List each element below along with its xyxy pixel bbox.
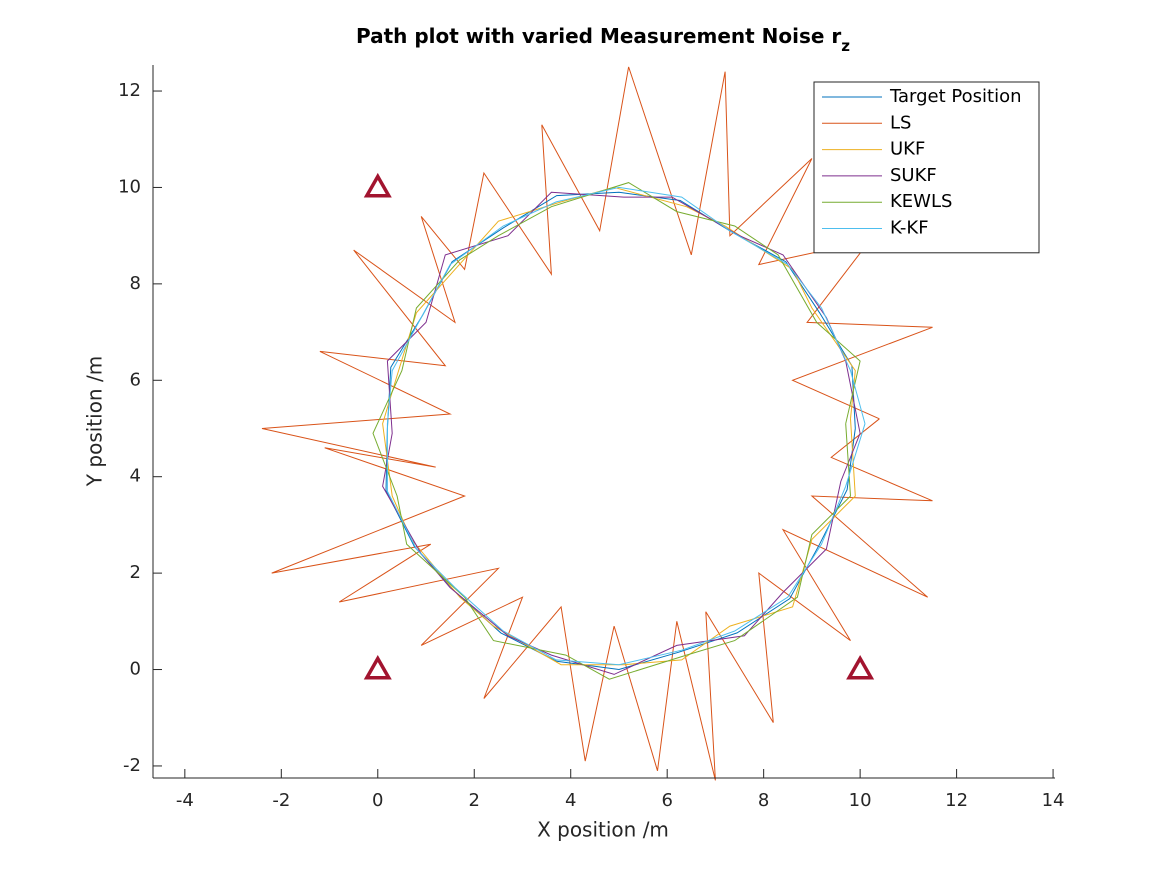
x-tick-label: 6 (661, 790, 672, 811)
plot-area (261, 66, 933, 781)
y-tick-label: 0 (130, 659, 141, 680)
legend-label: SUKF (890, 165, 937, 186)
x-tick-label: 2 (469, 790, 480, 811)
x-tick-label: -2 (272, 790, 290, 811)
y-axis-label: Y position /m (83, 356, 107, 487)
title-main: Path plot with varied Measurement Noise … (356, 24, 841, 48)
y-tick-label: 10 (118, 176, 141, 197)
series-line (386, 186, 866, 666)
legend-label: UKF (890, 139, 925, 160)
x-tick-label: 8 (758, 790, 769, 811)
legend-label: Target Position (889, 86, 1022, 107)
y-tick-label: 2 (130, 562, 141, 583)
y-tick-label: 4 (130, 466, 141, 487)
x-tick-label: 4 (565, 790, 576, 811)
y-tick-label: 12 (118, 80, 141, 101)
chart-title: Path plot with varied Measurement Noise … (356, 24, 850, 55)
x-tick-label: 10 (849, 790, 872, 811)
y-tick-label: 6 (130, 369, 141, 390)
series-line (372, 182, 861, 680)
anchor-marker (363, 172, 392, 198)
anchor-marker (846, 655, 875, 680)
anchor-marker (363, 655, 392, 680)
x-tick-label: 12 (945, 790, 968, 811)
legend-label: LS (890, 112, 911, 133)
x-tick-label: 14 (1042, 790, 1065, 811)
series-line (261, 66, 933, 781)
title-subscript: z (841, 37, 850, 55)
x-axis-label: X position /m (537, 818, 669, 842)
legend: Target Position LS UKF SUKF KEWLS K-KF (813, 81, 1040, 254)
legend-label: K-KF (890, 218, 929, 239)
x-tick-label: -4 (176, 790, 194, 811)
series-line (382, 191, 861, 675)
x-tick-label: 0 (372, 790, 383, 811)
y-tick-label: 8 (130, 273, 141, 294)
legend-box (813, 81, 1040, 254)
legend-label: KEWLS (890, 191, 952, 212)
y-tick-label: -2 (123, 755, 141, 776)
series-line (382, 186, 856, 666)
